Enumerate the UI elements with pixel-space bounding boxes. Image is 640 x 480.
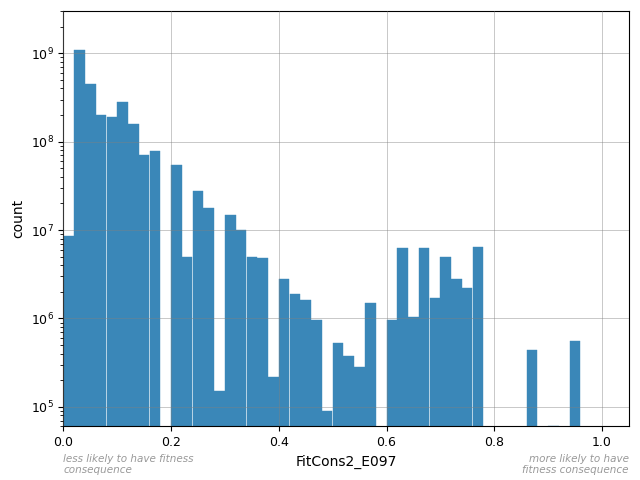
Y-axis label: count: count bbox=[11, 199, 25, 239]
Bar bbox=[225, 215, 236, 480]
Bar bbox=[354, 367, 365, 480]
Bar bbox=[257, 258, 268, 480]
Bar bbox=[473, 247, 483, 480]
Bar bbox=[440, 257, 451, 480]
Bar bbox=[214, 391, 225, 480]
Bar bbox=[128, 124, 139, 480]
Text: less likely to have fitness
consequence: less likely to have fitness consequence bbox=[63, 454, 194, 475]
Bar bbox=[279, 279, 289, 480]
Bar bbox=[344, 356, 354, 480]
Bar bbox=[268, 377, 278, 480]
Bar bbox=[548, 426, 559, 480]
Bar bbox=[570, 341, 580, 480]
Bar bbox=[365, 303, 376, 480]
Bar bbox=[527, 350, 537, 480]
Bar bbox=[451, 279, 461, 480]
Bar bbox=[193, 191, 204, 480]
Bar bbox=[300, 300, 311, 480]
Bar bbox=[322, 411, 332, 480]
Bar bbox=[96, 115, 106, 480]
Bar bbox=[387, 321, 397, 480]
Bar bbox=[150, 151, 160, 480]
Bar bbox=[182, 257, 193, 480]
Bar bbox=[171, 165, 182, 480]
Bar bbox=[106, 117, 117, 480]
X-axis label: FitCons2_E097: FitCons2_E097 bbox=[296, 455, 397, 469]
Text: more likely to have
fitness consequence: more likely to have fitness consequence bbox=[522, 454, 629, 475]
Bar bbox=[559, 428, 570, 480]
Bar bbox=[290, 294, 300, 480]
Bar bbox=[408, 317, 419, 480]
Bar bbox=[419, 248, 429, 480]
Bar bbox=[117, 102, 128, 480]
Bar bbox=[311, 321, 322, 480]
Bar bbox=[236, 230, 246, 480]
Bar bbox=[85, 84, 95, 480]
Bar bbox=[429, 298, 440, 480]
Bar bbox=[397, 249, 408, 480]
Bar bbox=[139, 156, 149, 480]
Bar bbox=[63, 236, 74, 480]
Bar bbox=[462, 288, 472, 480]
Bar bbox=[204, 207, 214, 480]
Bar bbox=[74, 49, 84, 480]
Bar bbox=[246, 257, 257, 480]
Bar bbox=[333, 343, 343, 480]
